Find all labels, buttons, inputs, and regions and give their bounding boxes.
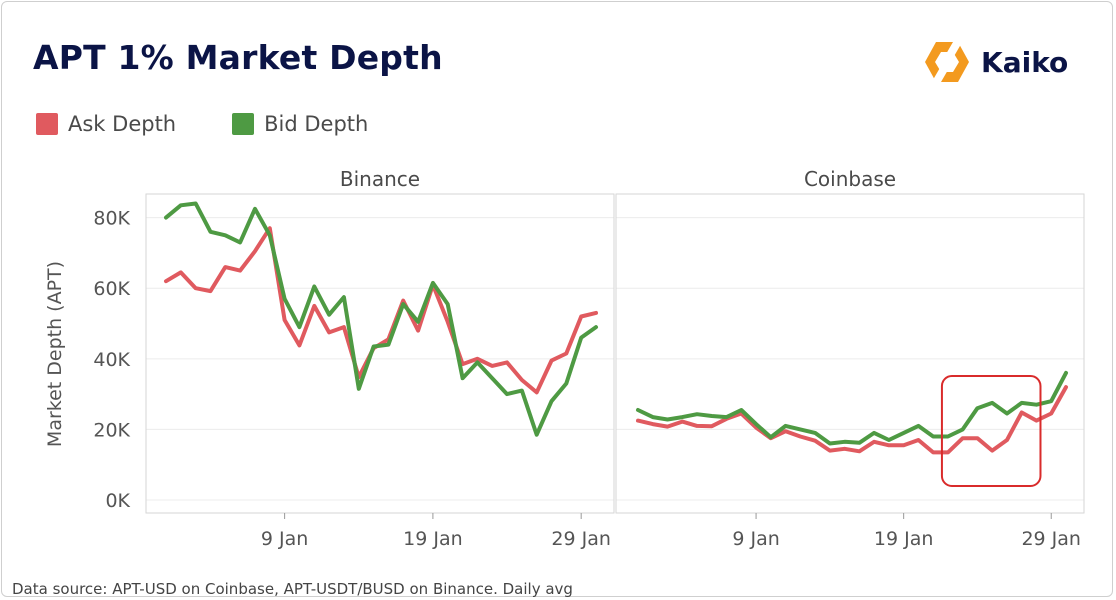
series-line-binance-bid <box>164 201 598 437</box>
legend-label-ask: Ask Depth <box>68 112 177 136</box>
legend-label-bid: Bid Depth <box>264 112 369 136</box>
x-tick-label: 29 Jan <box>551 528 611 550</box>
panel-title-binance: Binance <box>340 167 420 191</box>
panel-frame <box>145 193 615 514</box>
x-tick-label: 19 Jan <box>403 528 463 550</box>
series-line-coinbase-ask <box>636 385 1068 455</box>
y-axis-title: Market Depth (APT) <box>44 261 66 447</box>
panel-frame <box>615 193 1085 514</box>
chart-title: APT 1% Market Depth <box>33 38 443 77</box>
x-tick-label: 29 Jan <box>1021 528 1081 550</box>
bid-swatch <box>232 113 255 135</box>
y-tick-label: 20K <box>93 419 130 441</box>
y-tick-label: 0K <box>105 490 130 512</box>
legend-item-bid[interactable]: Bid Depth <box>232 112 368 136</box>
legend-item-ask[interactable]: Ask Depth <box>36 112 176 136</box>
ask-swatch <box>36 113 58 135</box>
source-note: Data source: APT-USD on Coinbase, APT-US… <box>12 580 573 598</box>
series-line-coinbase-bid <box>636 370 1068 446</box>
x-tick-label: 9 Jan <box>261 528 308 550</box>
panel-title-coinbase: Coinbase <box>804 167 896 191</box>
y-tick-label: 60K <box>93 278 130 300</box>
highlight-annotation-box <box>940 375 1042 487</box>
series-line-binance-ask <box>164 226 598 395</box>
y-tick-label: 40K <box>93 349 130 371</box>
kaiko-hexagon-logo-icon <box>925 40 969 84</box>
x-tick-label: 19 Jan <box>874 528 934 550</box>
brand-logo: Kaiko <box>923 40 1068 84</box>
x-tick-label: 9 Jan <box>732 528 779 550</box>
brand-name: Kaiko <box>981 45 1069 79</box>
y-tick-label: 80K <box>93 208 130 230</box>
legend: Ask Depth Bid Depth <box>36 112 368 136</box>
